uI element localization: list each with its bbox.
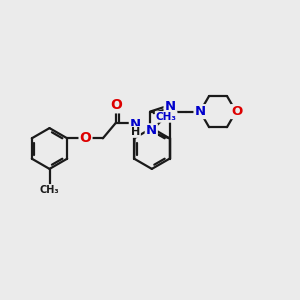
Text: O: O [231, 105, 242, 118]
Text: N: N [130, 118, 141, 131]
Text: O: O [80, 131, 92, 145]
Text: N: N [164, 100, 176, 113]
Text: CH₃: CH₃ [156, 112, 177, 122]
Text: N: N [194, 105, 206, 118]
Text: N: N [146, 124, 157, 137]
Text: CH₃: CH₃ [40, 185, 59, 195]
Text: O: O [110, 98, 122, 112]
Text: H: H [131, 127, 140, 137]
